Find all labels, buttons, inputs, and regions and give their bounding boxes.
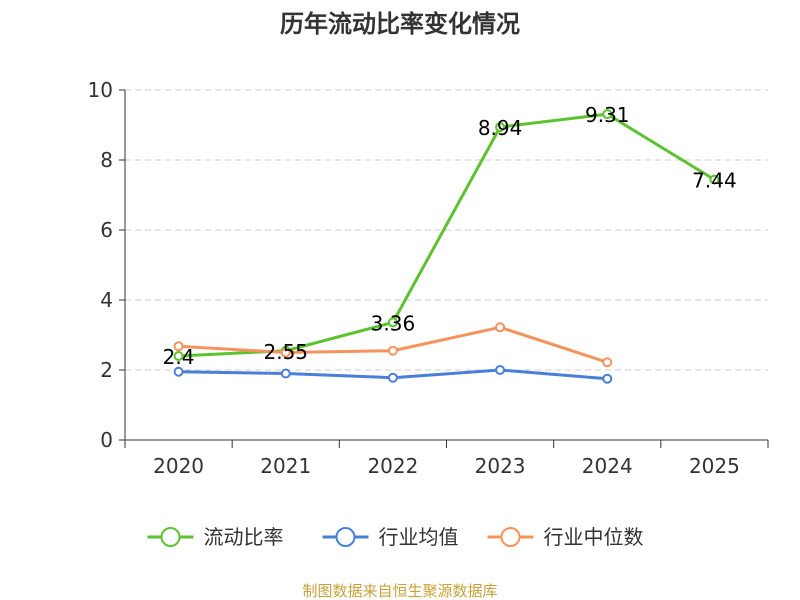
axes: 0 2 4 6 8 10 2020 2021 2022 2023 2024 2025 <box>88 78 769 478</box>
data-label: 2.55 <box>263 340 308 364</box>
data-point <box>387 345 398 356</box>
x-tick-label: 2023 <box>475 454 526 478</box>
legend-marker <box>160 527 181 547</box>
x-tick-label: 2025 <box>689 454 740 478</box>
series-0 <box>173 109 720 361</box>
legend-item: 行业中位数 <box>487 525 644 549</box>
chart-title: 历年流动比率变化情况 <box>280 10 520 38</box>
data-point <box>173 366 184 377</box>
data-label: 9.31 <box>585 103 630 127</box>
data-point <box>495 122 506 133</box>
x-tick-label: 2021 <box>260 454 311 478</box>
data-label: 3.36 <box>371 311 416 335</box>
data-point <box>495 365 506 375</box>
series-group <box>173 109 720 384</box>
data-point <box>602 109 613 120</box>
legend: 流动比率 行业均值 行业中位数 <box>147 525 644 549</box>
data-point <box>602 357 613 368</box>
data-point <box>602 373 613 384</box>
data-point <box>173 351 184 361</box>
legend-marker <box>335 527 356 547</box>
x-tick-label: 2020 <box>153 454 204 478</box>
data-point <box>173 341 184 352</box>
x-tick-label: 2022 <box>367 454 418 478</box>
legend-label: 流动比率 <box>204 525 284 549</box>
series-line <box>178 112 716 358</box>
data-label: 7.44 <box>692 169 737 193</box>
series-1 <box>173 365 613 384</box>
data-label: 2.4 <box>163 345 195 369</box>
data-labels: 2.4 2.55 3.36 8.94 9.31 7.44 <box>163 103 737 369</box>
y-tick-label: 4 <box>100 288 113 312</box>
y-tick-label: 6 <box>100 218 113 242</box>
data-point <box>387 372 398 383</box>
data-point <box>709 174 720 185</box>
data-label: 8.94 <box>478 116 523 140</box>
data-point <box>495 322 506 333</box>
grid-lines <box>125 89 768 371</box>
y-tick-label: 8 <box>100 148 113 172</box>
legend-label: 行业均值 <box>379 525 459 549</box>
legend-marker <box>500 527 521 547</box>
x-tick-label: 2024 <box>582 454 633 478</box>
data-point <box>280 347 291 358</box>
legend-item: 流动比率 <box>147 525 284 549</box>
series-2 <box>173 322 613 368</box>
data-point <box>280 368 291 379</box>
y-tick-label: 10 <box>88 78 113 102</box>
y-tick-label: 0 <box>100 428 113 452</box>
legend-item: 行业均值 <box>322 525 459 549</box>
data-point <box>387 317 398 328</box>
source-note: 制图数据来自恒生聚源数据库 <box>302 582 497 600</box>
y-tick-label: 2 <box>100 358 113 382</box>
legend-label: 行业中位数 <box>544 525 644 549</box>
